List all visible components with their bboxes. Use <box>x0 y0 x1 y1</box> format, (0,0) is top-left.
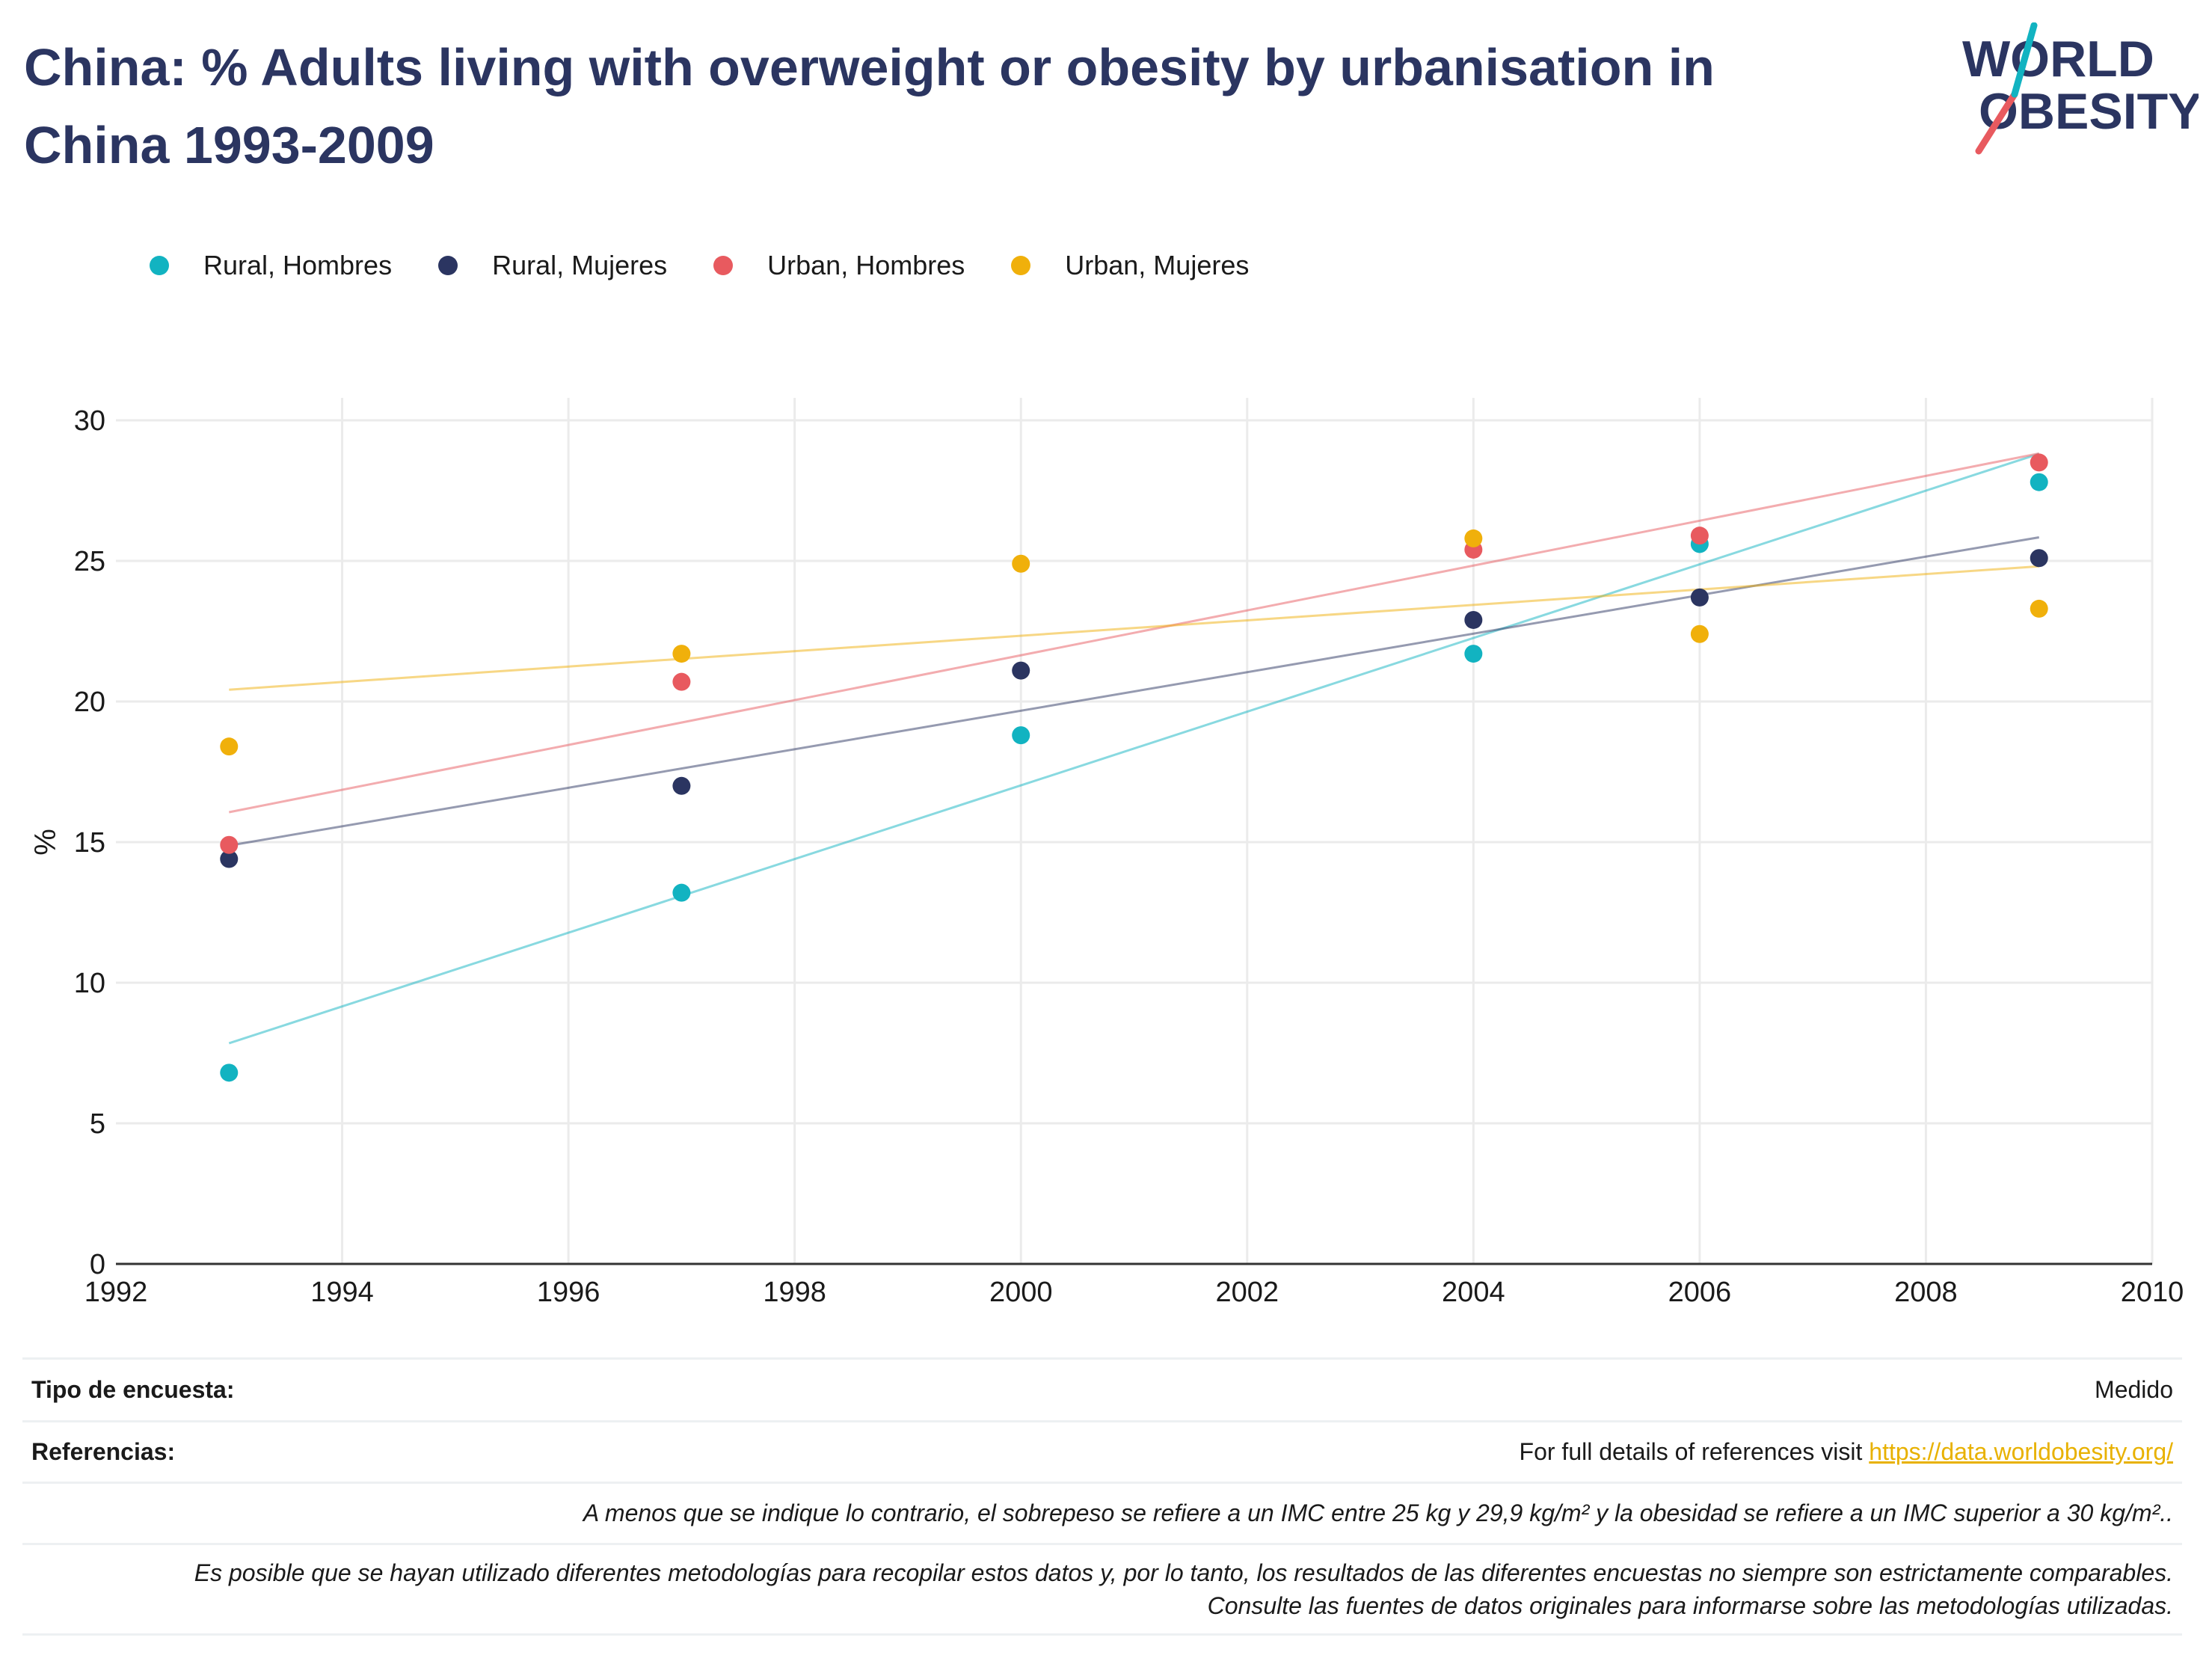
logo-line2: OBESITY <box>1979 83 2199 140</box>
data-point <box>1464 610 1483 629</box>
survey-type-label: Tipo de encuesta: <box>31 1376 235 1403</box>
trendline <box>228 452 2040 1045</box>
chart-title: China: % Adults living with overweight o… <box>24 38 1715 174</box>
data-point <box>672 883 691 902</box>
scatter-chart: 1992 1994 1996 1998 2000 2002 2004 2006 2008 2010… <box>29 398 2184 1308</box>
data-point <box>2030 473 2048 491</box>
legend-item-urban-mujeres[interactable]: Urban, Mujeres <box>1011 250 1249 281</box>
trendline <box>228 452 2040 814</box>
data-point <box>220 850 239 868</box>
data-point <box>1012 726 1030 745</box>
logo-line1: WORLD <box>1962 31 2154 88</box>
y-tick-label: 5 <box>90 1108 105 1140</box>
data-point <box>220 835 239 854</box>
x-tick-label: 1992 <box>85 1277 148 1308</box>
y-tick-label: 0 <box>90 1249 105 1280</box>
legend-label: Urban, Mujeres <box>1065 250 1250 280</box>
legend-label: Rural, Hombres <box>203 250 393 280</box>
legend-label: Rural, Mujeres <box>492 250 668 280</box>
methodology-note: Es posible que se hayan utilizado difere… <box>22 1543 2182 1636</box>
data-point <box>672 672 691 691</box>
x-tick-label: 2010 <box>2121 1277 2184 1308</box>
x-tick-label: 1994 <box>310 1277 374 1308</box>
data-point <box>672 776 691 795</box>
data-point <box>220 1063 239 1082</box>
references-text-wrap: For full details of references visit htt… <box>1520 1438 2173 1466</box>
trendline <box>229 565 2039 691</box>
x-tick-label: 2008 <box>1894 1277 1958 1308</box>
note-text: Es posible que se hayan utilizado difere… <box>194 1559 2173 1619</box>
world-obesity-logo: WORLD OBESITY <box>1952 22 2202 157</box>
data-point <box>1012 661 1030 680</box>
references-text: For full details of references visit <box>1519 1438 1870 1465</box>
x-tick-label: 2000 <box>989 1277 1053 1308</box>
y-tick-label: 25 <box>74 546 105 577</box>
data-point <box>2030 453 2048 472</box>
legend-marker-icon <box>438 256 458 275</box>
legend-item-rural-hombres[interactable]: Rural, Hombres <box>150 250 392 281</box>
chart-legend: Rural, Hombres Rural, Mujeres Urban, Hom… <box>150 243 1295 288</box>
bmi-definition-note: A menos que se indique lo contrario, el … <box>22 1482 2182 1543</box>
legend-label: Urban, Hombres <box>767 250 965 280</box>
x-tick-label: 1996 <box>537 1277 600 1308</box>
references-label: Referencias: <box>31 1438 176 1465</box>
data-point <box>220 737 239 756</box>
legend-marker-icon <box>1011 256 1031 275</box>
x-tick-label: 2004 <box>1442 1277 1505 1308</box>
x-tick-label: 1998 <box>763 1277 826 1308</box>
references-row: Referencias: For full details of referen… <box>22 1420 2182 1482</box>
references-link[interactable]: https://data.worldobesity.org/ <box>1869 1438 2173 1465</box>
note-text: A menos que se indique lo contrario, el … <box>583 1500 2173 1526</box>
data-point <box>1690 588 1709 607</box>
y-tick-label: 15 <box>74 827 105 859</box>
y-axis-title: % <box>29 829 62 856</box>
data-point <box>1464 529 1483 547</box>
chart-footer: Tipo de encuesta: Medido Referencias: Fo… <box>22 1357 2182 1636</box>
survey-type-row: Tipo de encuesta: Medido <box>22 1357 2182 1420</box>
x-tick-label: 2002 <box>1216 1277 1279 1308</box>
survey-type-value: Medido <box>2095 1376 2173 1403</box>
data-point <box>1464 645 1483 663</box>
data-point <box>1012 554 1030 573</box>
data-point <box>2030 549 2048 568</box>
data-point <box>1690 527 1709 545</box>
legend-marker-icon <box>150 256 169 275</box>
legend-item-urban-hombres[interactable]: Urban, Hombres <box>713 250 965 281</box>
y-tick-label: 30 <box>74 405 105 437</box>
trendline <box>229 536 2039 847</box>
data-point <box>1690 624 1709 643</box>
legend-item-rural-mujeres[interactable]: Rural, Mujeres <box>438 250 667 281</box>
legend-marker-icon <box>713 256 734 275</box>
y-tick-label: 20 <box>74 687 105 718</box>
y-tick-label: 10 <box>74 968 105 999</box>
x-tick-label: 2006 <box>1668 1277 1732 1308</box>
data-point <box>2030 599 2048 618</box>
data-point <box>672 645 691 663</box>
